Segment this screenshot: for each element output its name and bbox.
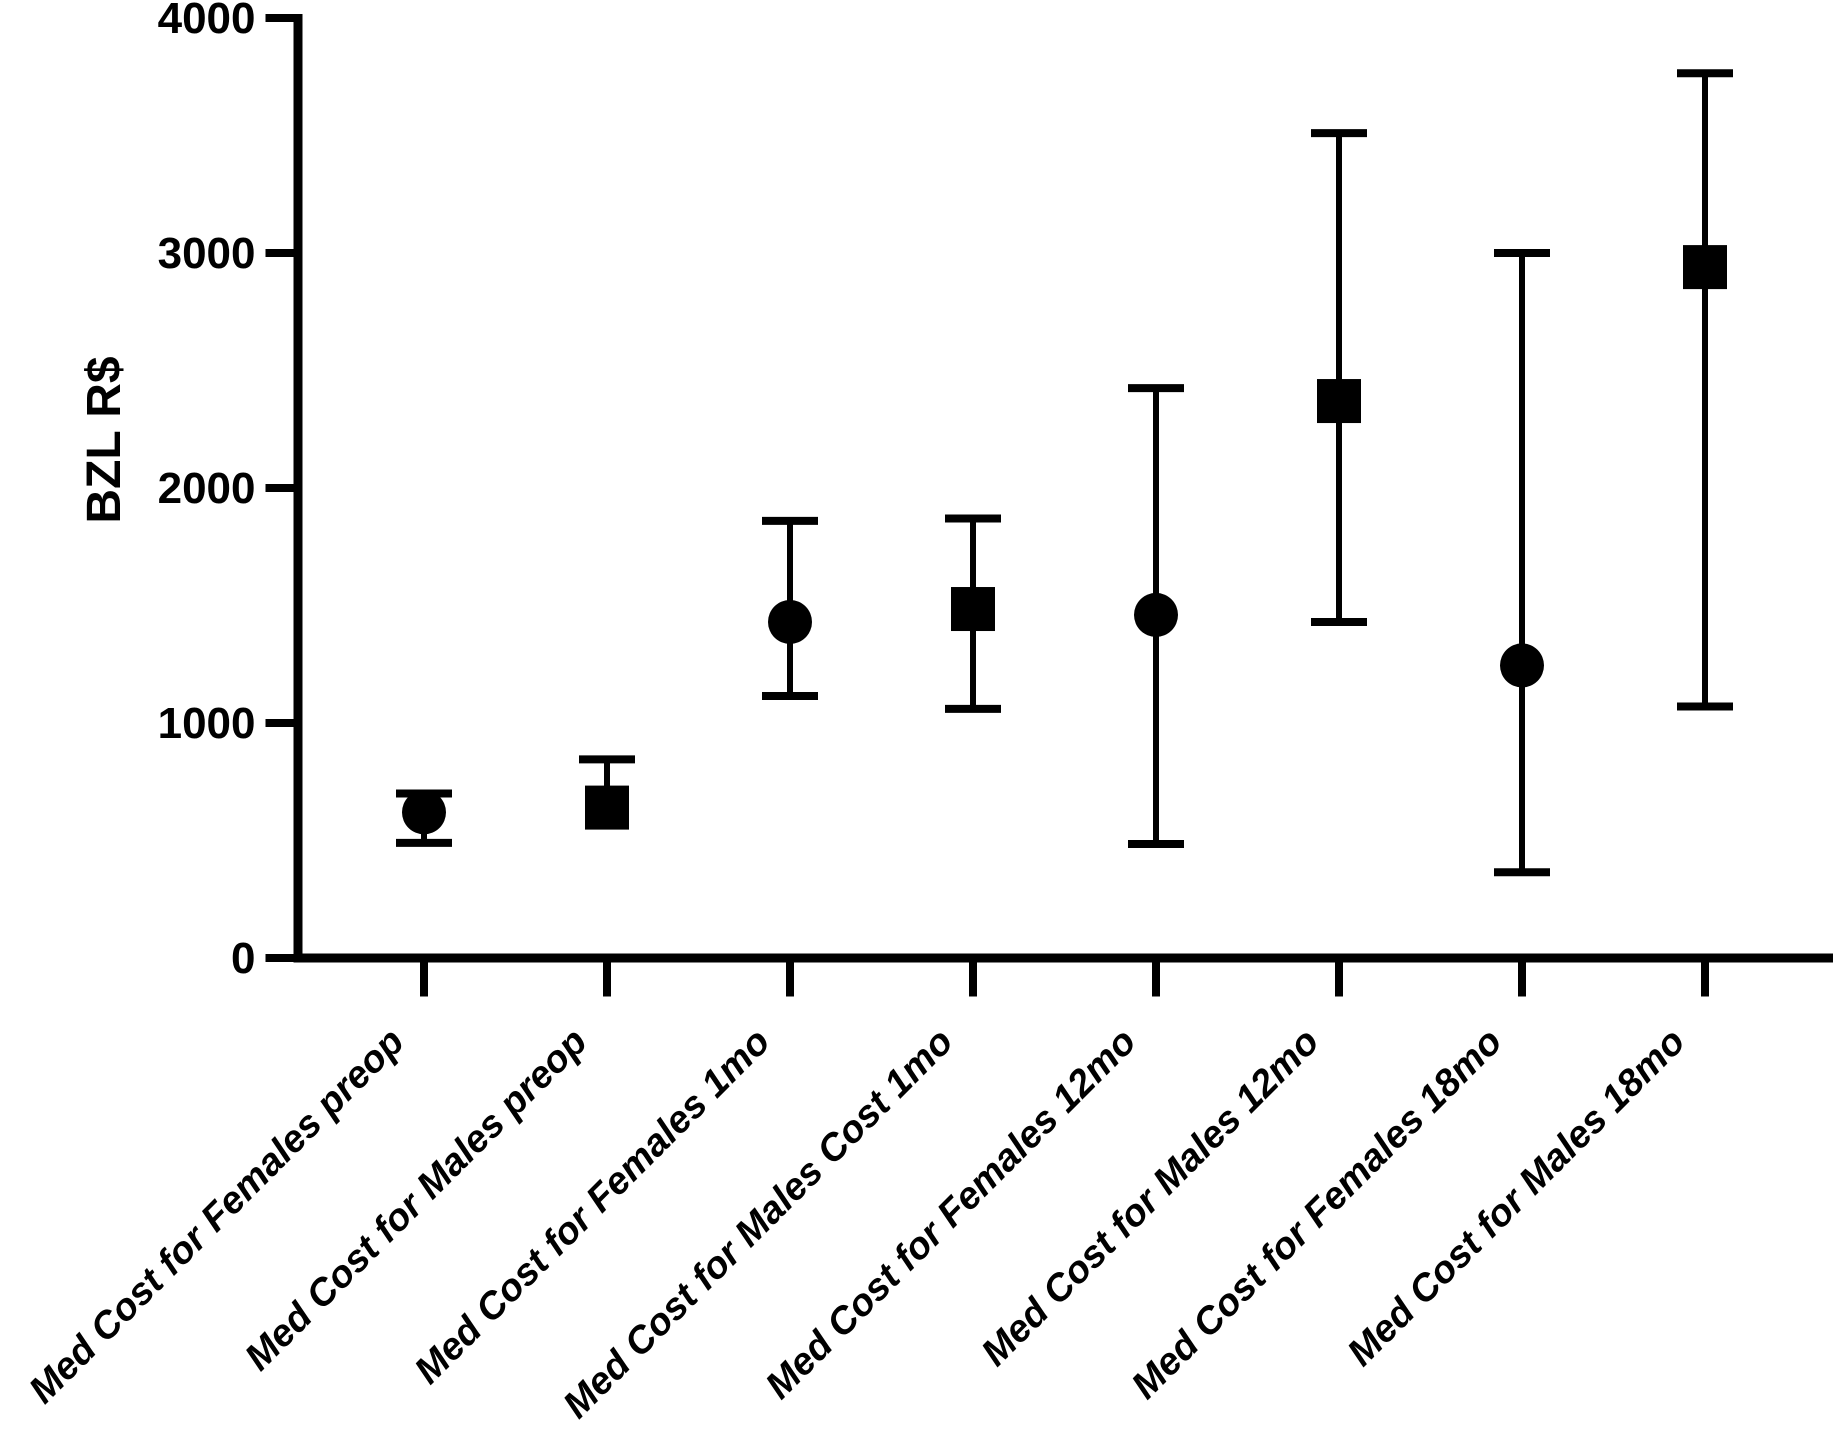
y-tick-label: 0 — [231, 934, 255, 983]
data-point-marker-square — [585, 785, 629, 830]
x-category-label: Med Cost for Females 12mo — [758, 1021, 1145, 1408]
x-category-label: Med Cost for Males 12mo — [974, 1021, 1328, 1375]
data-point-marker-square — [951, 587, 995, 632]
y-axis-title: BZL R$ — [78, 356, 131, 523]
x-category-label: Med Cost for Females preop — [21, 1021, 412, 1412]
data-point-marker-circle — [1134, 592, 1178, 637]
y-tick-label: 1000 — [158, 699, 256, 748]
data-point-marker-circle — [768, 599, 812, 644]
x-category-label: Med Cost for Males Cost 1mo — [555, 1021, 961, 1427]
y-tick-label: 3000 — [158, 229, 256, 278]
data-point-marker-circle — [402, 790, 446, 835]
data-point-marker-circle — [1500, 643, 1544, 688]
x-category-label: Med Cost for Males preop — [237, 1021, 595, 1379]
data-point-marker-square — [1683, 245, 1727, 290]
x-category-label: Med Cost for Males 18mo — [1340, 1021, 1694, 1375]
y-tick-label: 4000 — [158, 0, 256, 43]
x-category-label: Med Cost for Females 1mo — [407, 1021, 779, 1393]
x-category-label: Med Cost for Females 18mo — [1124, 1021, 1511, 1408]
data-point-marker-square — [1317, 379, 1361, 424]
y-tick-label: 2000 — [158, 464, 256, 513]
